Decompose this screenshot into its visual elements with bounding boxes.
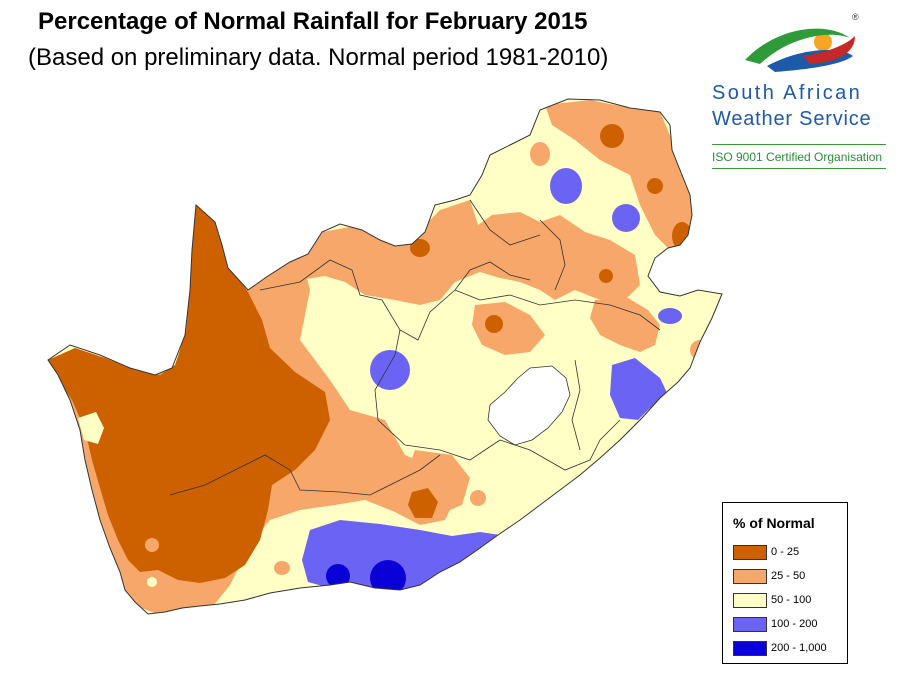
zone-very-dry-spot-4 [485,315,503,333]
red-swoosh-icon [803,36,855,64]
map-subtitle: (Based on preliminary data. Normal perio… [28,44,609,71]
zone-wet-mpumalanga [612,204,640,232]
zone-dry-spot-3 [470,490,486,506]
zone-dry-spot-1 [530,142,550,166]
green-swoosh-icon [745,28,850,64]
zone-dry-northeast [545,100,695,250]
legend-label: 50 - 100 [771,594,812,606]
saws-logo [705,8,895,178]
zone-dry-north [280,200,640,305]
legend-swatch [733,569,767,584]
zone-dry-ne-patch [472,302,545,355]
zone-wet-free-state [370,350,410,390]
logo-name-line2: Weather Service [712,108,872,130]
zone-very-dry-east-cape [408,488,438,518]
zone-dry-spot-4 [145,538,159,552]
zone-very-dry-spot-3 [599,269,613,283]
zone-wet-limpopo [550,168,582,204]
legend-label: 200 - 1,000 [771,642,827,654]
map-legend: % of Normal 0 - 25 25 - 50 50 - 100 100 … [722,502,848,664]
zone-very-dry-spot-1 [600,124,624,148]
map-title: Percentage of Normal Rainfall for Februa… [38,8,588,35]
legend-label: 100 - 200 [771,618,818,630]
lesotho-blank [487,365,571,446]
zone-normal-spot-1 [147,577,157,587]
zone-wet-kzn-north [658,308,682,324]
zone-dry-spot-7 [155,598,171,610]
legend-swatch [733,617,767,632]
legend-label: 0 - 25 [771,546,800,558]
legend-label: 25 - 50 [771,570,806,582]
zone-very-dry-spot-6 [647,178,663,194]
saws-logo-emblem [745,28,855,72]
zone-normal-west-coast [78,412,104,444]
zone-dry-kzn-inland [590,298,660,352]
logo-name-line1: South African [712,82,863,104]
registered-mark: ® [852,12,859,22]
legend-swatch [733,641,767,656]
zone-dry-spot-9 [513,539,523,549]
sun-icon [814,33,832,51]
legend-swatch [733,593,767,608]
zone-dry-spot-8 [607,455,617,465]
zone-very-wet-spot-1 [326,564,350,588]
logo-divider-bottom [712,168,886,169]
zone-very-wet-spot-2 [370,560,406,596]
legend-title: % of Normal [733,515,815,531]
zone-very-dry-northern-cape [48,205,330,583]
zone-dry-spot-5 [274,561,290,575]
zone-very-dry-spot-2 [410,239,430,257]
province-borders [169,199,661,496]
legend-swatch [733,545,767,560]
logo-certification: ISO 9001 Certified Organisation [712,150,883,164]
logo-divider-top [712,144,886,145]
